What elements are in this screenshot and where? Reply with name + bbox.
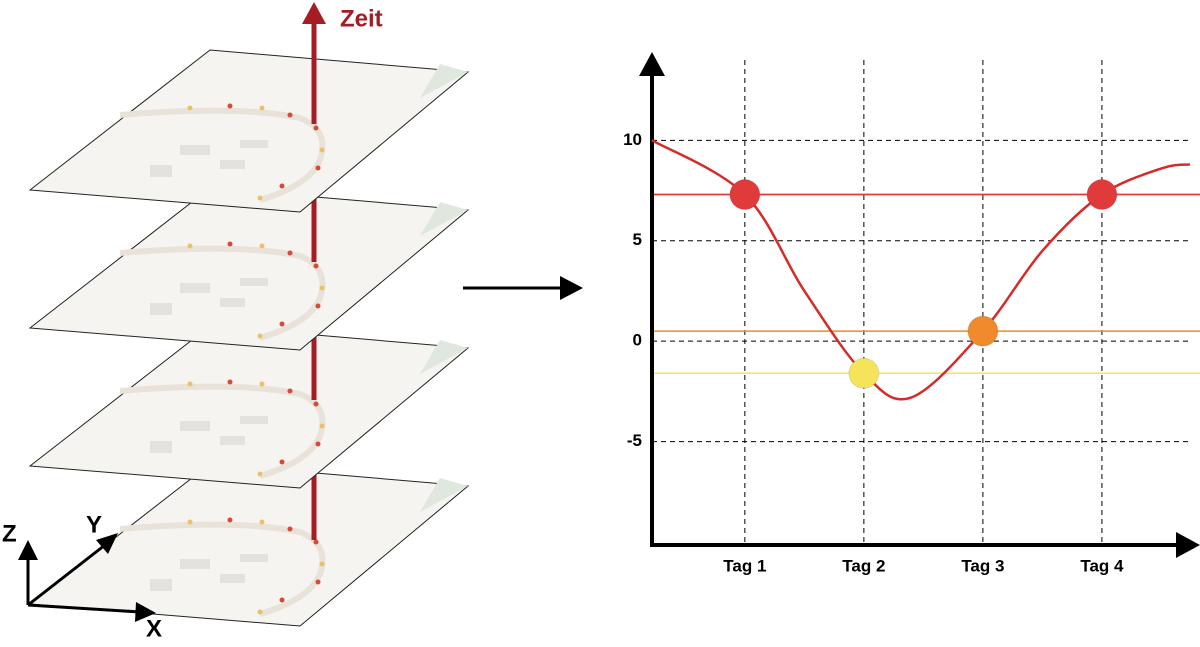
chart: 10 5 0 -5 Tag 1 Tag 2 Tag 3 Tag 4 [623,52,1200,575]
x-tick-label: Tag 2 [842,556,885,575]
axes-icon [18,533,156,622]
y-tick-label: -5 [627,431,642,450]
y-axis-arrow [639,52,665,76]
x-tick-label: Tag 3 [961,556,1004,575]
point [729,179,761,211]
y-tick-label: 10 [623,130,642,149]
x-tick-label: Tag 1 [723,556,766,575]
axis-y-label: Y [86,511,102,538]
point [967,315,999,347]
x-axis-arrow [1176,532,1200,558]
map-stack [30,2,468,626]
point [848,357,880,389]
curve [651,139,1191,401]
time-label: Zeit [340,5,383,32]
y-tick-label: 0 [633,331,642,350]
x-tick-label: Tag 4 [1080,556,1124,575]
y-tick-label: 5 [633,230,642,249]
transition-arrow [463,276,583,300]
point [1086,179,1118,211]
axis-x-label: X [146,615,162,642]
axis-z-label: Z [2,520,17,547]
